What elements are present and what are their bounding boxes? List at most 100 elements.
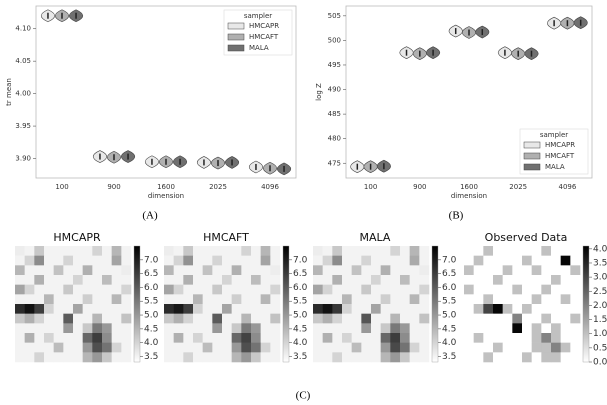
heat-cell — [111, 323, 122, 334]
heat-cell — [419, 323, 430, 334]
heat-cell — [222, 313, 232, 324]
heat-cell — [24, 294, 35, 305]
heat-cell — [313, 323, 323, 334]
heat-cell — [400, 265, 410, 276]
heat-cell — [473, 313, 484, 324]
heat-cell — [512, 342, 523, 353]
heat-cell — [24, 275, 35, 285]
heat-cell — [202, 255, 213, 266]
colorbar-tick-label: 5.0 — [442, 311, 457, 321]
heat-cell — [111, 255, 122, 266]
heat-cell — [260, 294, 271, 305]
heat-cell — [82, 342, 93, 353]
heat-cell — [63, 304, 74, 314]
y-tick-label: 4.00 — [15, 90, 31, 98]
heat-cell — [502, 333, 513, 343]
heat-cell — [380, 313, 391, 324]
heat-cell — [361, 275, 372, 285]
heat-cell — [183, 255, 194, 266]
heat-cell — [222, 265, 232, 276]
heat-cell — [173, 304, 184, 314]
heat-cell — [493, 284, 503, 295]
colorbar — [282, 245, 290, 363]
heat-cell — [541, 313, 552, 324]
heat-cell — [409, 294, 420, 305]
heat-cell — [332, 246, 343, 256]
heat-cell — [313, 333, 323, 343]
heat-cell — [361, 246, 372, 256]
heat-cell — [560, 323, 571, 334]
heat-cell — [380, 294, 391, 305]
caption: (A) — [142, 210, 158, 222]
colorbar-tick-label: 5.5 — [144, 297, 158, 307]
heat-cell — [173, 246, 184, 256]
heat-cell — [193, 323, 203, 334]
heat-cell — [322, 255, 333, 266]
heat-cell — [222, 323, 232, 334]
heat-cell — [322, 342, 333, 353]
x-tick-label: 4096 — [261, 183, 279, 191]
colorbar-tick-label: 3.0 — [593, 273, 607, 283]
heat-cell — [82, 255, 93, 266]
heat-cell — [464, 333, 474, 343]
heat-cell — [24, 284, 35, 295]
heat-cell — [570, 284, 581, 295]
heat-cell — [260, 304, 271, 314]
heat-cell — [164, 265, 174, 276]
heat-cell — [222, 275, 232, 285]
heat-cell — [92, 246, 103, 256]
heat-cell — [102, 294, 112, 305]
heat-cell — [92, 342, 103, 353]
heat-cell — [34, 246, 45, 256]
heat-cell — [531, 246, 542, 256]
heat-cell — [15, 352, 25, 363]
heat-cell — [241, 323, 252, 334]
heat-cell — [212, 304, 223, 314]
heat-cell — [173, 294, 184, 305]
heat-cell — [44, 265, 54, 276]
heat-cell — [551, 265, 561, 276]
heat-cell — [380, 342, 391, 353]
heat-cell — [419, 255, 430, 266]
heat-cell — [44, 342, 54, 353]
heat-cell — [531, 265, 542, 276]
heat-cell — [92, 265, 103, 276]
heat-cell — [82, 284, 93, 295]
heat-cell — [34, 275, 45, 285]
heat-cell — [502, 294, 513, 305]
heat-cell — [270, 304, 281, 314]
heat-cell — [371, 255, 381, 266]
heat-cell — [464, 294, 474, 305]
heat-cell — [502, 275, 513, 285]
heat-cell — [34, 313, 45, 324]
heat-cell — [361, 284, 372, 295]
heat-cell — [419, 265, 430, 276]
heat-cell — [34, 294, 45, 305]
y-tick-label: 4.10 — [15, 25, 31, 33]
heat-cell — [82, 294, 93, 305]
heatmap-title: HMCAFT — [203, 231, 249, 244]
heat-cell — [473, 265, 484, 276]
heat-cell — [251, 284, 261, 295]
heat-cell — [183, 333, 194, 343]
heat-cell — [342, 255, 352, 266]
heat-cell — [251, 294, 261, 305]
heat-cell — [34, 323, 45, 334]
plot-frame — [35, 5, 297, 179]
legend-swatch — [523, 163, 541, 171]
heat-cell — [551, 304, 561, 314]
heat-cell — [44, 304, 54, 314]
heat-cell — [371, 265, 381, 276]
heat-cell — [82, 323, 93, 334]
heat-cell — [73, 333, 83, 343]
heat-cell — [53, 246, 64, 256]
heat-cell — [44, 246, 54, 256]
heat-cell — [361, 333, 372, 343]
heat-cell — [53, 352, 64, 363]
heat-cell — [390, 342, 401, 353]
heat-cell — [541, 284, 552, 295]
heat-cell — [15, 304, 25, 314]
heat-cell — [24, 342, 35, 353]
heat-cell — [390, 265, 401, 276]
heat-cell — [164, 294, 174, 305]
